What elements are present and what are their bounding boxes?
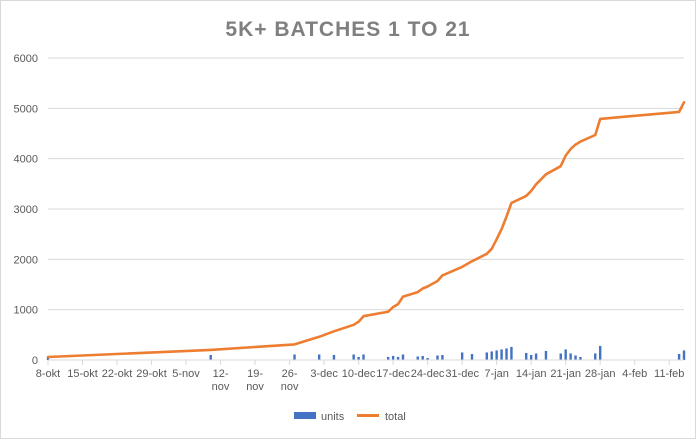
x-tick-label-line: 21-jan bbox=[550, 368, 581, 380]
units-bar bbox=[416, 356, 419, 360]
y-tick-label: 3000 bbox=[14, 204, 38, 216]
x-tick-label-line: 3-dec bbox=[310, 368, 338, 380]
x-tick-label-line: 24-dec bbox=[411, 368, 445, 380]
units-bar bbox=[598, 345, 602, 360]
chart-title: 5K+ BATCHES 1 TO 21 bbox=[225, 18, 470, 41]
y-axis-ticks: 0 1000 2000 3000 4000 5000 6000 bbox=[14, 53, 38, 367]
x-tick-label-line: 8-okt bbox=[36, 368, 60, 380]
units-bar bbox=[357, 356, 360, 360]
x-tick-label-line: 10-dec bbox=[342, 368, 376, 380]
x-tick-label-line: 28-jan bbox=[585, 368, 616, 380]
x-tick-label-line: nov bbox=[281, 381, 299, 393]
x-tick-label: 24-dec bbox=[411, 368, 445, 380]
x-tick-label: 21-jan bbox=[550, 368, 581, 380]
units-bar bbox=[209, 354, 212, 360]
units-bar bbox=[579, 356, 582, 360]
units-bar bbox=[426, 357, 429, 360]
x-tick-label-line: 26- bbox=[282, 368, 298, 380]
units-bar bbox=[317, 354, 321, 360]
x-tick-label: 7-jan bbox=[484, 368, 508, 380]
x-tick-label: 29-okt bbox=[136, 368, 167, 380]
units-bar bbox=[485, 352, 488, 360]
x-tick-label-line: nov bbox=[212, 381, 230, 393]
x-tick-label: 22-okt bbox=[102, 368, 133, 380]
x-tick-label: 10-dec bbox=[342, 368, 376, 380]
x-tick-label: 26-nov bbox=[281, 368, 299, 393]
x-tick-label-line: 11-feb bbox=[654, 368, 684, 380]
x-tick-label-line: 15-okt bbox=[67, 368, 98, 380]
units-bar bbox=[564, 349, 567, 360]
y-tick-label: 0 bbox=[32, 355, 38, 367]
total-line-layer bbox=[46, 101, 686, 359]
x-tick-label: 28-jan bbox=[585, 368, 616, 380]
units-bar bbox=[362, 354, 365, 360]
units-bar bbox=[534, 353, 538, 360]
units-bar bbox=[470, 353, 474, 360]
x-tick-label: 11-feb bbox=[654, 368, 684, 380]
x-tick-label: 15-okt bbox=[67, 368, 98, 380]
x-tick-label: 4-feb bbox=[622, 368, 647, 380]
y-tick-label: 6000 bbox=[14, 53, 38, 65]
y-tick-label: 4000 bbox=[14, 154, 38, 166]
y-tick-label: 5000 bbox=[14, 103, 38, 115]
units-bar bbox=[510, 346, 513, 360]
x-tick-label-line: 5-nov bbox=[172, 368, 200, 380]
units-bar bbox=[677, 353, 681, 360]
units-bar bbox=[421, 355, 424, 360]
units-bar bbox=[396, 356, 400, 360]
units-bar bbox=[401, 354, 405, 360]
gridlines bbox=[48, 57, 684, 311]
units-bar bbox=[529, 354, 533, 360]
x-tick-label-line: 12- bbox=[213, 368, 229, 380]
x-tick-label-line: 31-dec bbox=[445, 368, 479, 380]
units-bar bbox=[293, 354, 296, 360]
units-bar bbox=[490, 351, 493, 360]
units-bar bbox=[391, 355, 395, 360]
x-tick-label-line: 4-feb bbox=[622, 368, 647, 380]
y-tick-label: 2000 bbox=[14, 254, 38, 266]
legend: units total bbox=[294, 411, 406, 423]
units-bar bbox=[495, 350, 498, 360]
units-bar bbox=[682, 350, 686, 360]
x-tick-label-line: 22-okt bbox=[102, 368, 133, 380]
legend-label-units: units bbox=[321, 411, 345, 423]
units-bars bbox=[46, 345, 686, 360]
units-bar bbox=[505, 348, 508, 360]
x-tick-label: 31-dec bbox=[445, 368, 479, 380]
x-tick-label: 8-okt bbox=[36, 368, 60, 380]
units-bar bbox=[559, 353, 562, 360]
legend-label-total: total bbox=[385, 411, 406, 423]
units-bar bbox=[352, 354, 355, 360]
x-axis-ticks: 8-okt 15-okt 22-okt 29-okt 5-nov 12-nov19-nov… bbox=[36, 360, 684, 393]
x-tick-label-line: 14-jan bbox=[516, 368, 547, 380]
units-bar bbox=[386, 356, 390, 360]
units-bar bbox=[544, 350, 548, 360]
units-bar bbox=[569, 353, 572, 360]
units-bar bbox=[460, 352, 464, 360]
x-tick-label-line: 29-okt bbox=[136, 368, 167, 380]
units-bar bbox=[525, 352, 528, 360]
x-tick-label: 14-jan bbox=[516, 368, 547, 380]
x-tick-label: 5-nov bbox=[172, 368, 200, 380]
units-bar bbox=[594, 353, 597, 360]
legend-swatch-units bbox=[294, 412, 316, 419]
x-tick-label: 19-nov bbox=[246, 368, 264, 393]
y-tick-label: 1000 bbox=[14, 305, 38, 317]
x-tick-label-line: 19- bbox=[247, 368, 263, 380]
units-bar bbox=[441, 354, 444, 360]
x-tick-label: 3-dec bbox=[310, 368, 338, 380]
units-bar bbox=[500, 349, 503, 360]
units-bar bbox=[574, 355, 577, 360]
x-tick-label-line: 17-dec bbox=[376, 368, 410, 380]
units-bar bbox=[436, 355, 439, 360]
units-bar bbox=[332, 354, 336, 360]
x-tick-label: 12-nov bbox=[212, 368, 230, 393]
x-tick-label: 17-dec bbox=[376, 368, 410, 380]
x-tick-label-line: nov bbox=[246, 381, 264, 393]
units-bar bbox=[46, 356, 50, 360]
total-line bbox=[46, 101, 686, 359]
x-tick-label-line: 7-jan bbox=[484, 368, 508, 380]
